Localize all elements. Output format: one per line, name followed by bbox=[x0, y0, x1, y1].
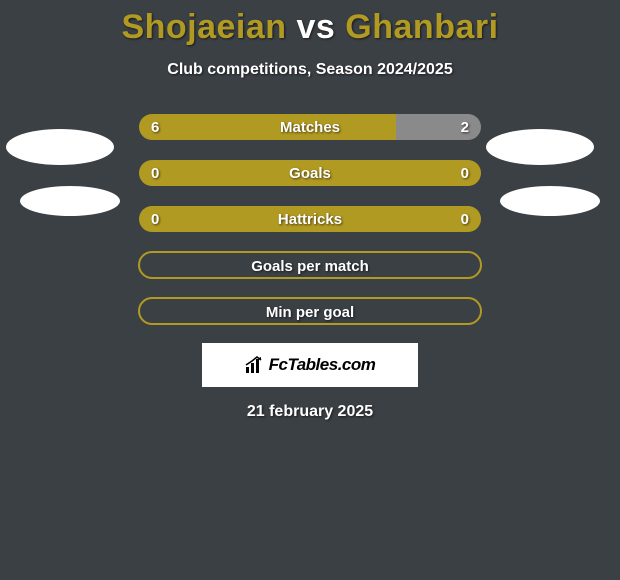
logo-text: FcTables.com bbox=[269, 355, 376, 375]
avatar-right-2 bbox=[500, 186, 600, 216]
stat-row: 00Goals bbox=[138, 159, 482, 187]
date-label: 21 february 2025 bbox=[0, 403, 620, 421]
stat-label: Matches bbox=[139, 114, 481, 141]
stat-label: Goals bbox=[139, 160, 481, 187]
subtitle: Club competitions, Season 2024/2025 bbox=[0, 61, 620, 79]
comparison-chart: 62Matches 00Goals 00Hattricks Goals per mat… bbox=[0, 113, 620, 421]
stat-label: Goals per match bbox=[140, 253, 480, 279]
player1-name: Shojaeian bbox=[121, 8, 286, 46]
stat-label: Hattricks bbox=[139, 206, 481, 233]
avatar-right-1 bbox=[486, 129, 594, 165]
avatar-left-2 bbox=[20, 186, 120, 216]
player2-name: Ghanbari bbox=[345, 8, 498, 46]
avatar-left-1 bbox=[6, 129, 114, 165]
stat-row: 00Hattricks bbox=[138, 205, 482, 233]
stat-label: Min per goal bbox=[140, 299, 480, 325]
page-title: Shojaeian vs Ghanbari bbox=[0, 0, 620, 47]
vs-label: vs bbox=[297, 8, 336, 46]
stat-row: 62Matches bbox=[138, 113, 482, 141]
stat-row: Min per goal bbox=[138, 297, 482, 325]
stat-row: Goals per match bbox=[138, 251, 482, 279]
bar-chart-icon bbox=[245, 356, 267, 374]
site-logo: FcTables.com bbox=[202, 343, 418, 387]
